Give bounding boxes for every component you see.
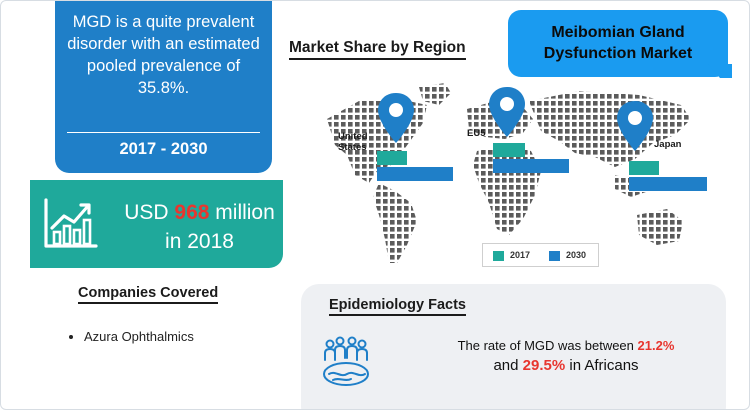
region-label-line: EU5 [467, 128, 486, 139]
bubble-tail [708, 64, 732, 78]
epidemiology-title: Epidemiology Facts [329, 297, 466, 316]
bar-japan-2017 [629, 161, 659, 175]
legend-label-2030: 2030 [566, 250, 587, 260]
population-globe-icon [323, 336, 369, 386]
region-label-us: United States [338, 131, 368, 153]
legend-swatch-2030 [549, 251, 560, 261]
region-label-eu5: EU5 [467, 128, 485, 139]
fact-text: and [493, 357, 519, 374]
fact-value-2: 29.5% [522, 357, 566, 374]
legend-swatch-2017 [493, 251, 504, 261]
region-label-line: United [338, 131, 368, 142]
bar-us-2017 [377, 151, 407, 165]
chart-legend: 2017 2030 [482, 243, 599, 267]
world-map [327, 83, 707, 263]
location-pin-icon [489, 87, 525, 137]
market-size-text: USD 968 million in 2018 [122, 198, 277, 256]
fact-value-1: 21.2% [637, 338, 675, 353]
companies-title: Companies Covered [78, 285, 219, 304]
growth-chart-icon [44, 198, 98, 248]
bar-eu5-2030 [493, 159, 569, 173]
bubble-line-2: Dysfunction Market [543, 45, 693, 62]
market-share-title: Market Share by Region [289, 39, 466, 60]
legend-label-2017: 2017 [510, 250, 531, 260]
company-name: Azura Ophthalmics [84, 329, 194, 344]
bubble-line-1: Meibomian Gland [551, 24, 685, 41]
fact-text: The rate of MGD was between [457, 338, 634, 353]
epidemiology-fact: The rate of MGD was between 21.2% and 29… [421, 337, 711, 377]
bar-us-2030 [377, 167, 453, 181]
divider [67, 132, 260, 133]
location-pin-icon [617, 101, 653, 151]
location-pin-icon [378, 93, 414, 143]
bullet [69, 334, 73, 339]
region-label-line: States [338, 142, 367, 153]
prevalence-description: MGD is a quite prevalent disorder with a… [67, 13, 260, 97]
market-size-year: in 2018 [165, 230, 234, 253]
market-size-unit: million [215, 201, 275, 224]
forecast-period: 2017 - 2030 [119, 140, 208, 158]
bar-japan-2030 [629, 177, 707, 191]
fact-text: in Africans [569, 357, 639, 374]
region-label-japan: Japan [654, 139, 681, 150]
currency: USD [124, 201, 169, 224]
market-size-value: 968 [174, 201, 210, 224]
list-item: Azura Ophthalmics [69, 329, 194, 344]
market-title-bubble: Meibomian Gland Dysfunction Market [508, 10, 728, 77]
market-size-box: USD 968 million in 2018 [30, 180, 283, 268]
bar-eu5-2017 [493, 143, 525, 157]
epidemiology-box [301, 284, 726, 409]
region-label-line: Japan [654, 139, 682, 150]
prevalence-box: MGD is a quite prevalent disorder with a… [55, 1, 272, 173]
